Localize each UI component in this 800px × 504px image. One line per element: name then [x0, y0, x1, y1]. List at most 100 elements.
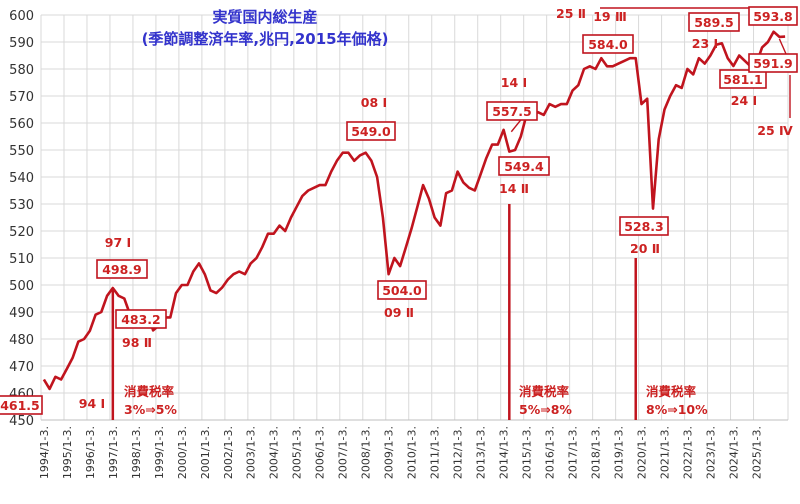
callout-box [115, 309, 167, 329]
x-tick-label: 2004/1-3. [268, 426, 281, 479]
x-tick-label: 2023/1-3. [704, 426, 717, 479]
quarter-label: 14 Ⅰ [501, 75, 527, 90]
quarter-label: 24 Ⅰ [731, 93, 757, 108]
x-axis: 1994/1-3. 1995/1-3. 1996/1-3. 1997/1-3. 1998… [38, 426, 764, 479]
callout-value: 549.4 [504, 159, 544, 174]
x-tick-label: 2003/1-3. [245, 426, 258, 479]
gdp-series-line [42, 30, 786, 391]
tax-notes: 消費税率 3%⇒5% 消費税率 5%⇒8% 消費税率 8%⇒10% [124, 384, 708, 417]
tax-note-title: 消費税率 [646, 384, 697, 399]
x-tick-label: 2007/1-3. [337, 426, 350, 479]
tax-note-change: 5%⇒8% [519, 402, 572, 417]
x-tick-label: 2015/1-3. [521, 426, 534, 479]
callout-value: 591.9 [753, 56, 793, 71]
y-tick-label: 450 [9, 414, 34, 429]
callout-12: 591.9 [748, 53, 798, 73]
chart-title: 実質国内総生産 [212, 8, 317, 26]
x-tick-label: 2016/1-3. [544, 426, 557, 479]
callout-value: 593.8 [753, 9, 793, 24]
x-tick-label: 2017/1-3. [567, 426, 580, 479]
callout-value: 549.0 [351, 124, 391, 139]
quarter-label: 08 Ⅰ [361, 95, 387, 110]
tax-note-title: 消費税率 [124, 384, 175, 399]
callout-value: 581.1 [723, 72, 763, 87]
x-tick-label: 1995/1-3. [61, 426, 74, 479]
x-tick-label: 2013/1-3. [475, 426, 488, 479]
callout-11: 593.8 [748, 6, 798, 26]
x-tick-label: 2025/1-3. [750, 426, 763, 479]
callout-box [498, 156, 550, 176]
callout-5: 557.5 [486, 101, 538, 121]
y-tick-label: 550 [9, 144, 34, 159]
callout-value: 498.9 [102, 262, 142, 277]
x-tick-label: 2012/1-3. [452, 426, 465, 479]
x-tick-label: 2005/1-3. [291, 426, 304, 479]
quarter-label: 23 Ⅰ [692, 36, 718, 51]
callout-box [486, 101, 538, 121]
quarter-label: 20 Ⅱ [630, 241, 660, 256]
callout-3: 549.0 [346, 121, 396, 141]
callout-box [688, 12, 740, 32]
tax-marker-lines [111, 204, 637, 420]
x-tick-label: 1997/1-3. [107, 426, 120, 479]
x-tick-label: 1996/1-3. [84, 426, 97, 479]
x-tick-label: 2000/1-3. [176, 426, 189, 479]
quarter-label: 98 Ⅱ [122, 335, 152, 350]
tax-note-change: 3%⇒5% [124, 402, 177, 417]
tax-note-change: 8%⇒10% [646, 402, 708, 417]
callout-10: 581.1 [719, 69, 767, 89]
callout-box [748, 6, 798, 26]
callout-8: 528.3 [619, 216, 669, 236]
x-tick-label: 2019/1-3. [612, 426, 625, 479]
chart-subtitle: (季節調整済年率,兆円,2015年価格) [142, 30, 389, 48]
callout-4: 504.0 [377, 280, 427, 300]
y-tick-label: 500 [9, 279, 34, 294]
quarter-label: 19 Ⅲ [593, 9, 627, 24]
quarter-labels: 97 Ⅰ 98 Ⅱ 94 Ⅰ 08 Ⅰ 09 Ⅱ 14 Ⅰ 14 Ⅱ 19 Ⅲ 20 Ⅱ 23 Ⅰ… [79, 6, 793, 411]
x-tick-label: 2011/1-3. [429, 426, 442, 479]
callout-value: 528.3 [624, 219, 664, 234]
y-tick-label: 490 [9, 306, 34, 321]
x-tick-label: 2018/1-3. [590, 426, 603, 479]
callout-value: 557.5 [492, 104, 532, 119]
y-tick-label: 480 [9, 333, 34, 348]
x-tick-label: 1994/1-3. [38, 426, 51, 479]
callout-0: 498.9 [96, 259, 148, 279]
x-tick-label: 2014/1-3. [498, 426, 511, 479]
callout-value: 461.5 [0, 398, 40, 413]
callout-2: 461.5 [0, 395, 43, 415]
y-tick-label: 540 [9, 171, 34, 186]
x-tick-label: 2001/1-3. [199, 426, 212, 479]
y-tick-label: 580 [9, 63, 34, 78]
y-tick-label: 520 [9, 225, 34, 240]
x-tick-label: 2006/1-3. [314, 426, 327, 479]
callout-6: 549.4 [498, 156, 550, 176]
y-tick-label: 600 [9, 9, 34, 24]
quarter-label: 97 Ⅰ [105, 235, 131, 250]
callout-box [582, 34, 634, 54]
x-tick-label: 2008/1-3. [360, 426, 373, 479]
y-tick-label: 560 [9, 117, 34, 132]
x-tick-label: 1999/1-3. [153, 426, 166, 479]
x-tick-label: 2020/1-3. [635, 426, 648, 479]
callout-box [0, 395, 43, 415]
value-callouts: 498.9 483.2 461.5 549.0 504.0 557.5 549.4 584.0… [0, 6, 798, 415]
quarter-label: 14 Ⅱ [499, 181, 529, 196]
tax-note-title: 消費税率 [519, 384, 570, 399]
x-tick-label: 2021/1-3. [658, 426, 671, 479]
callout-box [748, 53, 798, 73]
callout-value: 589.5 [694, 15, 734, 30]
x-tick-label: 2022/1-3. [681, 426, 694, 479]
y-tick-label: 510 [9, 252, 34, 267]
quarter-label: 25 Ⅳ [757, 123, 793, 138]
callout-box [96, 259, 148, 279]
x-tick-label: 2010/1-3. [406, 426, 419, 479]
x-tick-label: 2002/1-3. [222, 426, 235, 479]
callout-7: 584.0 [582, 34, 634, 54]
y-tick-label: 530 [9, 198, 34, 213]
x-tick-label: 2009/1-3. [383, 426, 396, 479]
callout-box [346, 121, 396, 141]
x-tick-label: 1998/1-3. [130, 426, 143, 479]
y-tick-label: 590 [9, 36, 34, 51]
